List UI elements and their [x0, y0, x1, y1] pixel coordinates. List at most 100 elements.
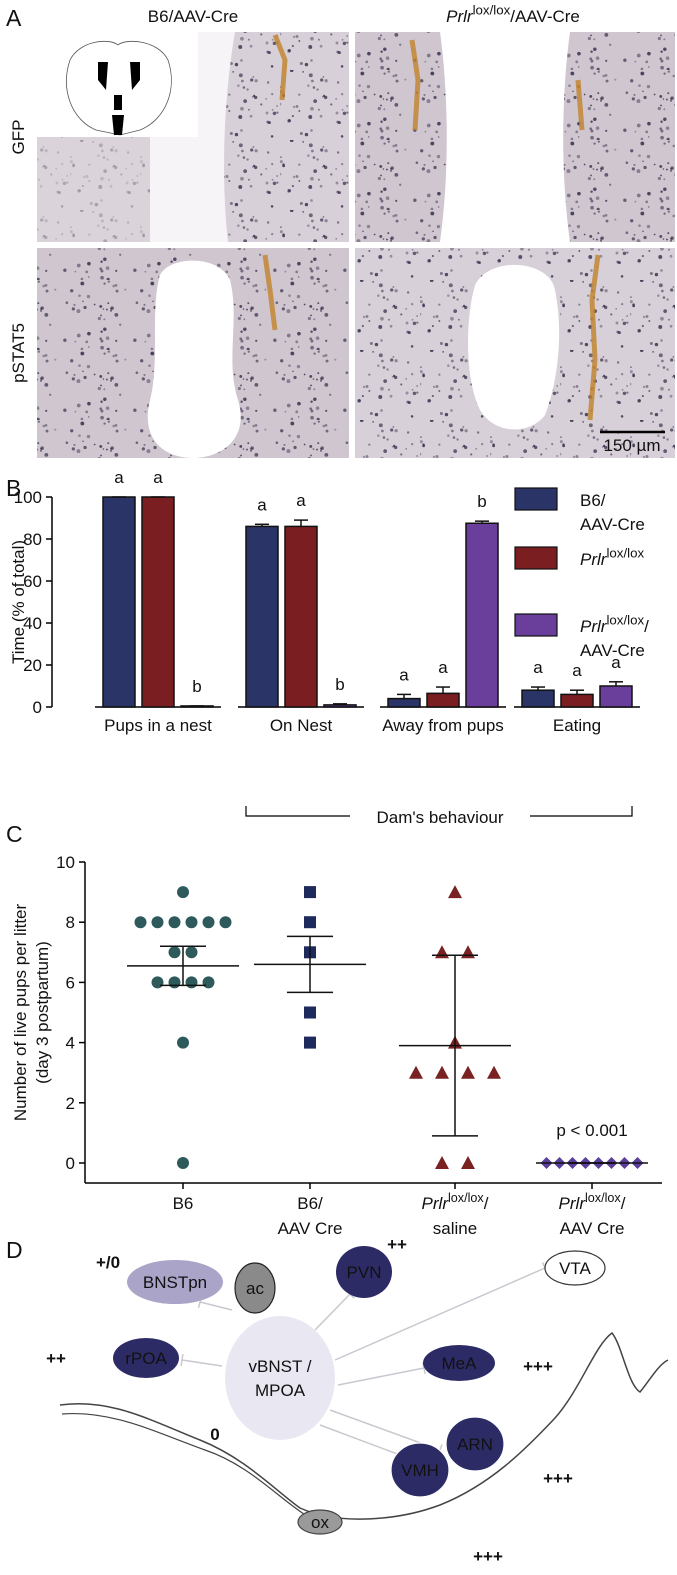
legend-label-text: B6/ [580, 491, 606, 510]
data-point [185, 916, 198, 929]
legend-label-line2: AAV-Cre [580, 515, 645, 534]
region-label: MPOA [255, 1381, 306, 1400]
x-tick-label-line2: AAV Cre [278, 1219, 343, 1238]
y-tick-label: 60 [23, 572, 42, 591]
annotation: p < 0.001 [556, 1121, 627, 1140]
brain-region [544, 1250, 606, 1286]
ventricle [440, 32, 570, 242]
legend-swatch [514, 487, 558, 511]
bar [284, 525, 318, 708]
y-axis-label: Time (% of total) [9, 540, 28, 664]
significance-letter: a [533, 658, 543, 677]
significance-letter: a [114, 468, 124, 487]
data-point [202, 916, 215, 929]
atlas-outline [66, 40, 172, 136]
y-tick-label: 80 [23, 530, 42, 549]
bar [599, 685, 633, 708]
x-tick-label: B6/ [297, 1194, 323, 1213]
brain-region [297, 1509, 343, 1535]
bar [141, 496, 175, 708]
bar [465, 522, 499, 708]
data-point [168, 946, 181, 959]
bracket-label: Dam's behaviour [376, 808, 503, 827]
legend-swatch [514, 613, 558, 637]
data-point [177, 1036, 189, 1049]
connection [181, 1359, 223, 1367]
brain-region [336, 1246, 392, 1298]
data-point [435, 945, 449, 959]
legend-swatch [514, 546, 558, 570]
significance-letter: a [296, 491, 306, 510]
region-label: ARN [457, 1435, 493, 1454]
data-point [304, 1006, 316, 1019]
bar [323, 704, 357, 708]
bar [102, 496, 136, 708]
row-label: GFP [9, 120, 28, 155]
bar [387, 697, 421, 708]
brain-region [234, 1262, 276, 1314]
connection-end [180, 1353, 184, 1367]
significance-letter: a [257, 495, 267, 514]
gfp-stain [262, 34, 601, 421]
score: ++ [387, 1235, 407, 1254]
connection [314, 1293, 351, 1331]
data-point [461, 1065, 475, 1079]
brain-outline [59, 1331, 669, 1520]
brain-region [225, 1316, 335, 1440]
column-header-after: /AAV-Cre [510, 7, 580, 26]
y-axis-label: Number of live pups per litter [11, 904, 30, 1122]
column-header: Prlrlox/lox/AAV-Cre [446, 2, 580, 26]
data-point [168, 976, 181, 989]
y-axis-label: (day 3 postpartum) [33, 941, 52, 1084]
bar [426, 692, 460, 708]
data-point [435, 1065, 449, 1079]
bar [245, 525, 279, 708]
significance-letter: a [611, 653, 621, 672]
scale-bar-label: 150 µm [603, 436, 660, 455]
x-tick-label-after: / [484, 1194, 489, 1213]
region-label: VTA [559, 1259, 591, 1278]
region-label: rPOA [125, 1349, 167, 1368]
y-tick-label: 6 [66, 973, 75, 992]
brain-region [113, 1338, 179, 1378]
brain-region [445, 1416, 505, 1472]
data-point [435, 1156, 449, 1169]
significance-letter: a [399, 665, 409, 684]
significance-letter: b [477, 492, 486, 511]
x-tick-label-text: B6/ [297, 1194, 323, 1213]
region-label: ox [311, 1513, 329, 1532]
significance-letter: b [192, 677, 201, 696]
data-point [304, 886, 316, 899]
bar [521, 689, 555, 708]
y-tick-label: 0 [66, 1154, 75, 1173]
panel-letter: C [6, 821, 23, 847]
ventricle [468, 264, 560, 430]
significance-letter: a [572, 661, 582, 680]
column-header: B6/AAV-Cre [148, 7, 238, 26]
score: ++ [46, 1349, 66, 1368]
x-tick-label-sup: lox/lox [448, 1191, 484, 1205]
atlas-ventricles [98, 62, 140, 135]
brain-region [423, 1345, 495, 1381]
x-tick-label: B6 [173, 1194, 194, 1213]
brain-region [390, 1442, 450, 1498]
data-point [168, 916, 181, 929]
connection [199, 1301, 233, 1311]
region-label: MeA [442, 1354, 478, 1373]
x-tick-label: Away from pups [382, 716, 504, 735]
legend-label-gene: Prlr [580, 550, 608, 569]
x-tick-label-line2: saline [433, 1219, 477, 1238]
x-tick-label-after: / [621, 1194, 626, 1213]
region-label: PVN [347, 1263, 382, 1282]
column-header-text: B6/AAV-Cre [148, 7, 238, 26]
region-label: vBNST / [249, 1357, 312, 1376]
x-tick-label-sup: lox/lox [585, 1191, 621, 1205]
micrographs [37, 32, 675, 458]
y-tick-label: 40 [23, 614, 42, 633]
data-point [177, 886, 189, 899]
y-tick-label: 10 [56, 853, 75, 872]
data-point [409, 1065, 423, 1079]
data-point [151, 916, 164, 929]
data-point [151, 976, 164, 989]
